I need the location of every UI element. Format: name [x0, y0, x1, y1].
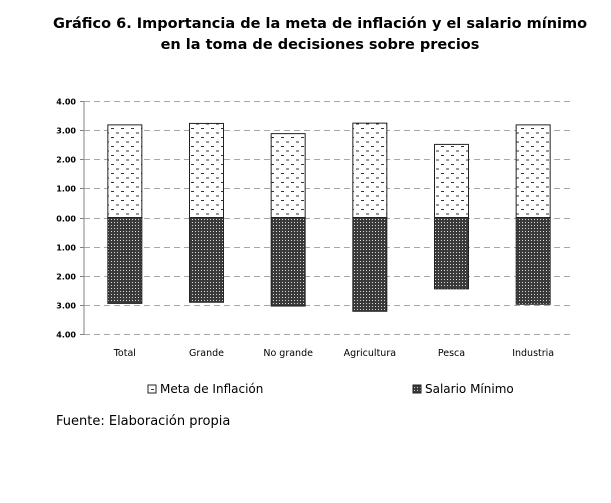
legend-swatch [147, 384, 157, 394]
bar-meta-inflacion [189, 122, 224, 218]
x-tick-label: Total [113, 348, 136, 359]
x-tick-label: Industria [512, 348, 554, 359]
bar-salario-minimo [352, 217, 388, 312]
legend-label: Salario Mínimo [425, 382, 514, 396]
y-tick-label: 1.00 [56, 185, 76, 194]
bar-meta-inflacion [352, 122, 388, 218]
bar-meta-inflacion [515, 124, 551, 218]
legend-swatch [412, 384, 422, 394]
bar-salario-minimo [515, 217, 551, 305]
y-tick-label: 0.00 [56, 215, 76, 224]
y-tick-label: 2.00 [56, 273, 76, 282]
y-tick-label: 2.00 [56, 156, 76, 165]
source-note: Fuente: Elaboración propia [56, 414, 231, 429]
bar-salario-minimo [189, 217, 224, 303]
bar-meta-inflacion [107, 124, 143, 218]
y-tick-label: 4.00 [56, 331, 76, 340]
y-tick-label: 3.00 [56, 302, 76, 311]
chart-title: Gráfico 6. Importancia de la meta de inf… [52, 16, 588, 53]
bar-meta-inflacion [270, 133, 306, 218]
y-tick-label: 3.00 [56, 127, 76, 136]
bar-salario-minimo [107, 217, 143, 304]
x-tick-label: No grande [263, 348, 313, 359]
legend-meta-inflacion: Meta de Inflación [147, 382, 263, 396]
bar-meta-inflacion [434, 143, 469, 219]
bar-chart: 4.00 3.00 2.00 1.00 0.00 1.00 2.00 3.00 4.00 Tot… [56, 98, 574, 396]
x-tick-label: Grande [189, 348, 224, 359]
y-tick-label: 1.00 [56, 244, 76, 253]
y-tick-label: 4.00 [56, 98, 76, 107]
legend-salario-minimo: Salario Mínimo [412, 382, 514, 396]
bar-salario-minimo [270, 217, 306, 307]
bar-salario-minimo [434, 217, 469, 290]
legend-label: Meta de Inflación [160, 382, 263, 396]
x-tick-label: Pesca [438, 348, 465, 359]
x-tick-label: Agricultura [344, 348, 396, 359]
